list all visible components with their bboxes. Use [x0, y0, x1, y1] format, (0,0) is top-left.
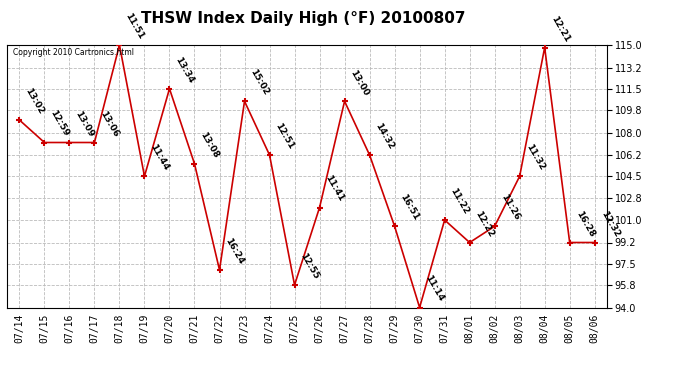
Text: 11:51: 11:51 [124, 12, 146, 41]
Text: 11:44: 11:44 [148, 142, 171, 172]
Text: 11:41: 11:41 [324, 174, 346, 203]
Text: 12:55: 12:55 [299, 252, 321, 281]
Text: 11:32: 11:32 [524, 143, 546, 172]
Text: 13:06: 13:06 [99, 109, 121, 138]
Text: 12:22: 12:22 [474, 209, 496, 238]
Text: 14:32: 14:32 [374, 122, 396, 151]
Text: 12:21: 12:21 [549, 14, 571, 44]
Text: 11:22: 11:22 [448, 186, 471, 216]
Text: 13:09: 13:09 [74, 109, 96, 138]
Text: Copyright 2010 Cartronics.html: Copyright 2010 Cartronics.html [13, 48, 134, 57]
Text: THSW Index Daily High (°F) 20100807: THSW Index Daily High (°F) 20100807 [141, 11, 466, 26]
Text: 12:32: 12:32 [599, 209, 621, 238]
Text: 12:51: 12:51 [274, 122, 296, 151]
Text: 11:14: 11:14 [424, 274, 446, 303]
Text: 16:24: 16:24 [224, 236, 246, 266]
Text: 12:59: 12:59 [48, 109, 71, 138]
Text: 13:34: 13:34 [174, 55, 196, 85]
Text: 13:00: 13:00 [348, 68, 371, 97]
Text: 16:51: 16:51 [399, 193, 421, 222]
Text: 11:26: 11:26 [499, 193, 521, 222]
Text: 13:02: 13:02 [23, 87, 46, 116]
Text: 16:28: 16:28 [574, 209, 596, 238]
Text: 15:02: 15:02 [248, 68, 270, 97]
Text: 13:08: 13:08 [199, 130, 221, 160]
